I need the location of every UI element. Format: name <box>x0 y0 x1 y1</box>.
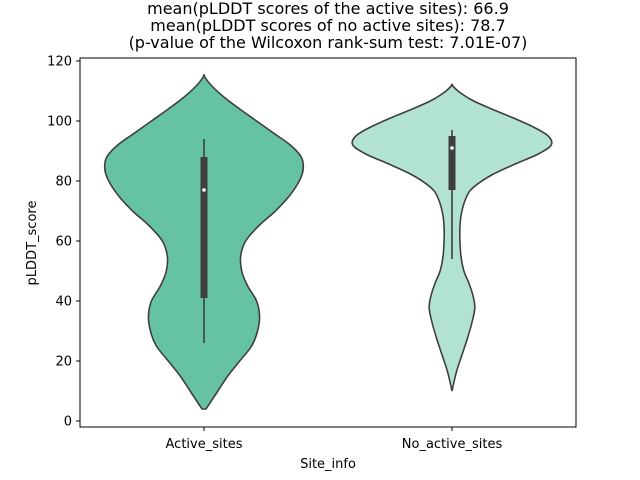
x-tick-label: No_active_sites <box>402 437 503 452</box>
violin-group-active-sites <box>103 74 305 410</box>
plot-frame <box>79 57 577 428</box>
y-tick-label: 0 <box>64 415 72 430</box>
violin-iqr-box <box>448 136 456 190</box>
y-tick-label: 120 <box>47 55 72 70</box>
violin-iqr-box <box>200 157 208 298</box>
y-tick-label: 100 <box>47 115 72 130</box>
chart-title: mean(pLDDT scores of the active sites): … <box>129 0 528 52</box>
violin-group-no-active-sites <box>351 83 553 392</box>
title-line-pvalue: (p-value of the Wilcoxon rank-sum test: … <box>129 33 528 52</box>
y-tick-label: 60 <box>55 235 72 250</box>
y-tick-label: 80 <box>55 175 72 190</box>
x-axis-label: Site_info <box>300 457 356 472</box>
title-line-mean-no-active: mean(pLDDT scores of no active sites): 7… <box>150 16 505 35</box>
y-axis-label: pLDDT_score <box>25 201 40 286</box>
x-tick-label: Active_sites <box>166 437 243 452</box>
y-tick-label: 20 <box>55 355 72 370</box>
violin-median-dot <box>450 146 454 150</box>
title-line-mean-active: mean(pLDDT scores of the active sites): … <box>147 0 509 18</box>
violin-median-dot <box>202 188 206 192</box>
y-tick-label: 40 <box>55 295 72 310</box>
